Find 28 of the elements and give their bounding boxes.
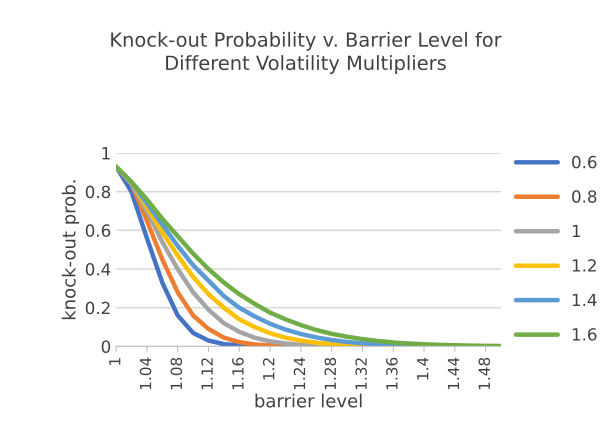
legend-label: 0.6 [572,156,596,168]
x-tick-label: 1.24 [294,358,306,390]
x-tick-label: 1.44 [448,358,460,390]
legend-label: 1.6 [572,328,596,341]
y-tick-label: 0.6 [86,224,110,237]
x-tick-label: 1.4 [417,358,428,380]
y-tick-label: 1 [102,147,110,160]
x-tick-label: 1.08 [170,358,182,390]
legend-label: 1 [572,224,580,238]
x-tick-label: 1.12 [201,358,213,390]
y-tick-label: 0 [102,340,110,353]
y-tick-label: 0.2 [86,302,110,314]
x-axis-title: barrier level [256,394,362,408]
x-tick-label: 1.2 [262,358,274,380]
chart-title: Knock-out Probability v. Barrier Level for Different Volatility Multipliers [111,32,502,74]
x-tick-label: 1.32 [355,358,367,390]
x-tick-label: 1.48 [478,358,490,390]
x-tick-label: 1 [109,358,120,365]
x-tick-label: 1.16 [232,358,244,390]
legend-label: 1.4 [572,294,597,306]
x-tick-label: 1.04 [140,358,152,390]
x-tick-label: 1.28 [324,358,336,390]
legend-label: 1.2 [572,259,596,272]
y-axis-title: knock-out prob. [62,180,80,320]
y-tick-label: 0.8 [86,186,110,198]
y-tick-label: 0.4 [86,262,110,276]
legend-label: 0.8 [572,190,596,203]
x-tick-label: 1.36 [386,358,398,390]
